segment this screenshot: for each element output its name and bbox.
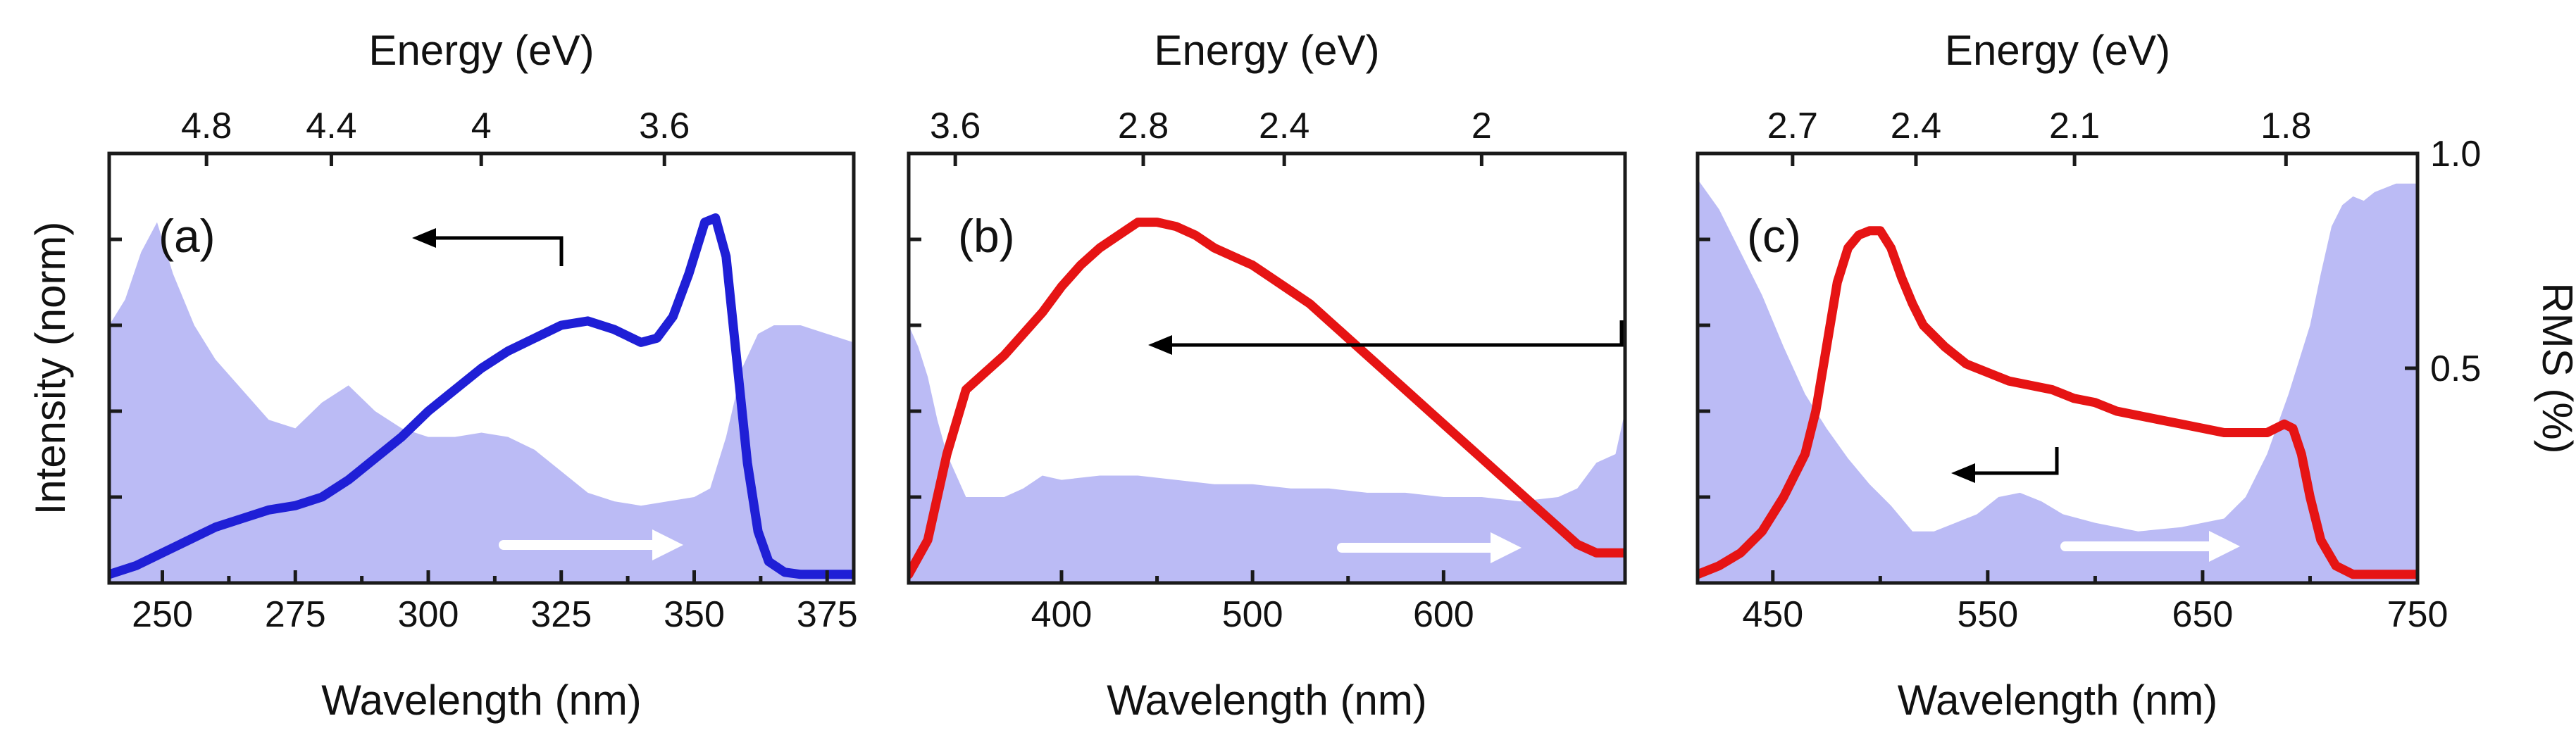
plot-area bbox=[1698, 179, 2418, 583]
left-arrow-c bbox=[1951, 447, 2059, 483]
top-tick-label: 4.4 bbox=[306, 106, 356, 146]
panel-label: (c) bbox=[1747, 210, 1801, 262]
x-tick-label: 400 bbox=[1031, 594, 1093, 635]
x-tick-label: 550 bbox=[1957, 594, 2018, 635]
arrow-head bbox=[412, 228, 436, 248]
x-tick-label: 275 bbox=[265, 594, 326, 635]
top-tick-label: 2.1 bbox=[2049, 106, 2100, 146]
intensity-line bbox=[909, 218, 1625, 579]
y-axis-title: Intensity (norm) bbox=[27, 222, 74, 515]
x-tick-label: 750 bbox=[2387, 594, 2449, 635]
x-tick-label: 450 bbox=[1742, 594, 1803, 635]
top-tick-label: 2.7 bbox=[1767, 106, 1818, 146]
chart-panel-c: 450 550 650 750 2.7 2.4 2.1 1.8 Wavelength (nm) E… bbox=[1695, 27, 2576, 724]
chart-panel-b: 400 500 600 3.6 2.8 2.4 2 Wavelength (nm) Energy… bbox=[907, 27, 1627, 724]
top-tick-label: 3.6 bbox=[930, 106, 981, 146]
top-tick-label: 2.4 bbox=[1259, 106, 1309, 146]
arrow-head bbox=[1491, 532, 1522, 563]
intensity-line bbox=[109, 213, 854, 579]
panel-label: (b) bbox=[958, 210, 1015, 262]
arrow-head bbox=[2209, 531, 2240, 562]
top-tick-label: 4 bbox=[471, 106, 492, 146]
x-tick-label: 375 bbox=[797, 594, 858, 635]
right-arrow-c bbox=[2060, 531, 2240, 562]
left-arrow-a bbox=[412, 228, 564, 266]
top-axis-title: Energy (eV) bbox=[368, 27, 594, 74]
intensity-line bbox=[1698, 226, 2418, 579]
x-tick-label: 325 bbox=[530, 594, 592, 635]
x-axis-title: Wavelength (nm) bbox=[1107, 677, 1427, 724]
top-tick-label: 1.8 bbox=[2260, 106, 2311, 146]
right-y-tick-label: 1.0 bbox=[2430, 134, 2481, 175]
right-y-tick-label: 0.5 bbox=[2430, 349, 2481, 389]
top-tick-label: 3.6 bbox=[639, 106, 690, 146]
chart-panel-a: 250 275 300 325 350 375 4.8 4.4 4 3.6 Wavelength (… bbox=[27, 27, 858, 724]
top-axis-title: Energy (eV) bbox=[1154, 27, 1379, 74]
top-axis-title: Energy (eV) bbox=[1945, 27, 2170, 74]
x-axis-title: Wavelength (nm) bbox=[321, 677, 642, 724]
x-tick-label: 300 bbox=[398, 594, 459, 635]
x-tick-label: 650 bbox=[2172, 594, 2234, 635]
right-y-axis-title: RMS (%) bbox=[2534, 282, 2576, 453]
right-arrow-a bbox=[499, 529, 683, 560]
top-tick-label: 2 bbox=[1471, 106, 1492, 146]
left-arrow-b bbox=[1148, 320, 1624, 355]
x-tick-label: 600 bbox=[1413, 594, 1474, 635]
arrow-shaft bbox=[433, 236, 564, 266]
plot-area bbox=[109, 213, 854, 583]
arrow-shaft bbox=[1169, 320, 1624, 347]
top-tick-label: 2.4 bbox=[1891, 106, 1941, 146]
top-tick-label: 2.8 bbox=[1118, 106, 1169, 146]
right-arrow-b bbox=[1337, 532, 1522, 563]
plot-area bbox=[909, 218, 1625, 583]
x-tick-label: 350 bbox=[664, 594, 725, 635]
plot-frame bbox=[907, 151, 1627, 585]
panel-label: (a) bbox=[158, 210, 216, 262]
top-tick-label: 4.8 bbox=[181, 106, 232, 146]
rms-area bbox=[909, 325, 1625, 583]
arrow-head bbox=[652, 529, 683, 560]
x-tick-label: 250 bbox=[132, 594, 193, 635]
arrow-head bbox=[1148, 335, 1172, 355]
x-tick-label: 500 bbox=[1222, 594, 1283, 635]
arrow-head bbox=[1951, 463, 1975, 483]
x-axis-title: Wavelength (nm) bbox=[1898, 677, 2218, 724]
rms-area bbox=[1698, 179, 2418, 583]
rms-area bbox=[109, 222, 854, 583]
arrow-shaft bbox=[1972, 447, 2059, 475]
